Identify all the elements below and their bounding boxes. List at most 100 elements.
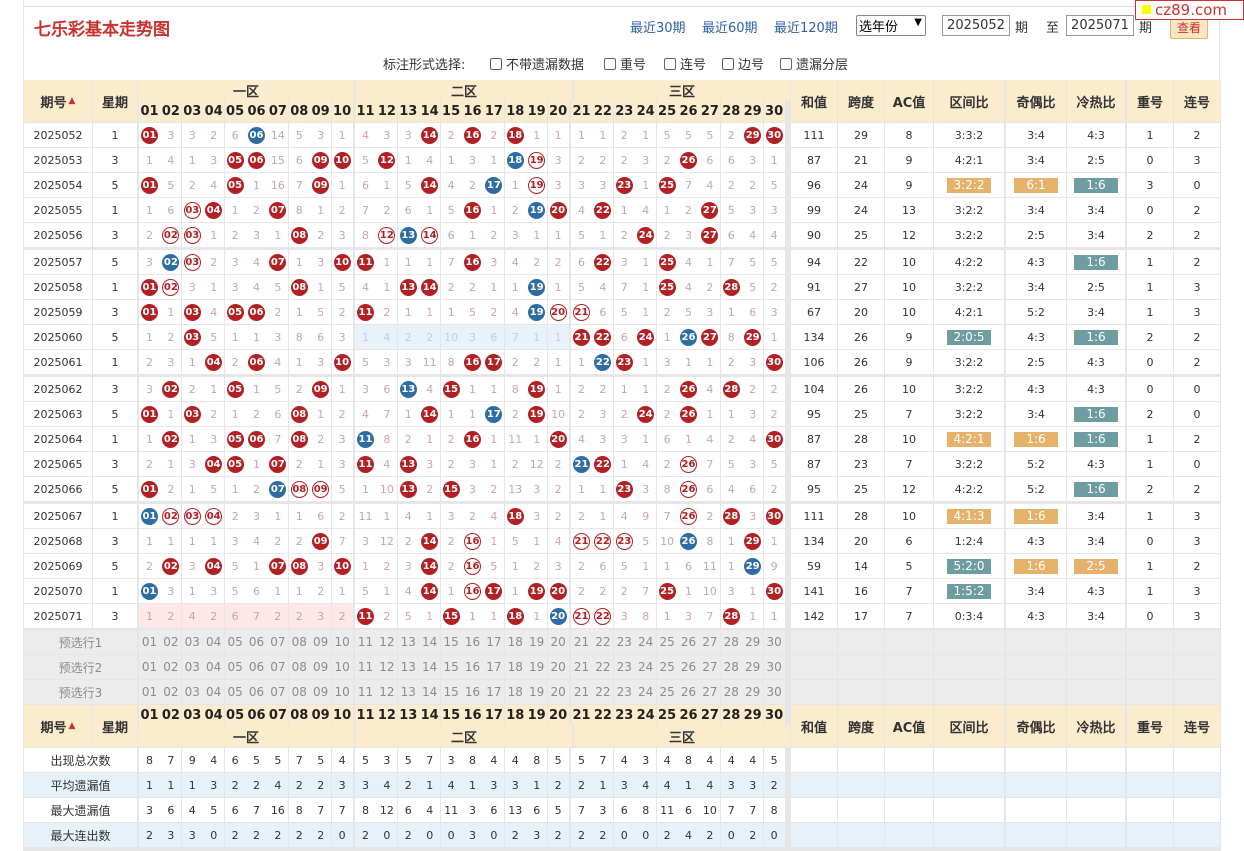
preselect-number-29[interactable]: 29 <box>742 655 764 679</box>
preselect-number-25[interactable]: 25 <box>656 655 678 679</box>
preselect-number-21[interactable]: 21 <box>571 680 592 704</box>
preselect-number-17[interactable]: 17 <box>483 655 505 679</box>
preselect-number-20[interactable]: 20 <box>547 680 569 704</box>
preselect-number-19[interactable]: 19 <box>526 630 548 654</box>
preselect-number-26[interactable]: 26 <box>678 655 699 679</box>
preselect-number-10[interactable]: 10 <box>331 630 353 654</box>
preselect-number-18[interactable]: 18 <box>504 630 526 654</box>
checkbox-icon[interactable] <box>780 57 792 70</box>
preselect-number-09[interactable]: 09 <box>310 630 332 654</box>
preselect-number-27[interactable]: 27 <box>699 655 721 679</box>
preselect-number-02[interactable]: 02 <box>160 630 182 654</box>
preselect-number-15[interactable]: 15 <box>440 655 462 679</box>
preselect-number-16[interactable]: 16 <box>462 630 483 654</box>
period-header[interactable]: 期号 ▲ <box>24 80 92 122</box>
preselect-number-26[interactable]: 26 <box>678 630 699 654</box>
preselect-number-17[interactable]: 17 <box>483 680 505 704</box>
preselect-number-09[interactable]: 09 <box>310 680 332 704</box>
checkbox-icon[interactable] <box>664 57 676 70</box>
checkbox-icon[interactable] <box>722 57 734 70</box>
preselect-number-14[interactable]: 14 <box>419 655 441 679</box>
preselect-number-04[interactable]: 04 <box>203 655 225 679</box>
preselect-number-01[interactable]: 01 <box>139 680 160 704</box>
preselect-number-25[interactable]: 25 <box>656 630 678 654</box>
preselect-number-21[interactable]: 21 <box>571 630 592 654</box>
checkbox-icon[interactable] <box>490 57 502 70</box>
preselect-number-22[interactable]: 22 <box>592 680 614 704</box>
preselect-number-11[interactable]: 11 <box>355 630 376 654</box>
preselect-number-06[interactable]: 06 <box>246 630 267 654</box>
preselect-number-27[interactable]: 27 <box>699 680 721 704</box>
preselect-number-03[interactable]: 03 <box>181 655 203 679</box>
preselect-number-08[interactable]: 08 <box>288 680 310 704</box>
preselect-number-15[interactable]: 15 <box>440 680 462 704</box>
preselect-number-12[interactable]: 12 <box>376 630 398 654</box>
preselect-number-12[interactable]: 12 <box>376 655 398 679</box>
preselect-number-05[interactable]: 05 <box>224 655 246 679</box>
preselect-number-26[interactable]: 26 <box>678 680 699 704</box>
preselect-number-09[interactable]: 09 <box>310 655 332 679</box>
preselect-number-02[interactable]: 02 <box>160 655 182 679</box>
preselect-number-08[interactable]: 08 <box>288 655 310 679</box>
preselect-number-19[interactable]: 19 <box>526 680 548 704</box>
preselect-number-07[interactable]: 07 <box>267 680 289 704</box>
preselect-number-12[interactable]: 12 <box>376 680 398 704</box>
preselect-number-13[interactable]: 13 <box>397 655 419 679</box>
watermark[interactable]: cz89.com <box>1135 0 1244 20</box>
year-select[interactable]: 选年份 ▼ <box>856 15 926 36</box>
preselect-number-08[interactable]: 08 <box>288 630 310 654</box>
preselect-number-14[interactable]: 14 <box>419 680 441 704</box>
preselect-number-06[interactable]: 06 <box>246 655 267 679</box>
preselect-number-29[interactable]: 29 <box>742 680 764 704</box>
preselect-number-18[interactable]: 18 <box>504 680 526 704</box>
preselect-number-01[interactable]: 01 <box>139 630 160 654</box>
preselect-number-29[interactable]: 29 <box>742 630 764 654</box>
preselect-number-10[interactable]: 10 <box>331 680 353 704</box>
preselect-number-07[interactable]: 07 <box>267 655 289 679</box>
preselect-number-03[interactable]: 03 <box>181 680 203 704</box>
preselect-number-13[interactable]: 13 <box>397 630 419 654</box>
preselect-number-04[interactable]: 04 <box>203 630 225 654</box>
preselect-number-11[interactable]: 11 <box>355 655 376 679</box>
preselect-label[interactable]: 预选行3 <box>24 680 137 704</box>
preselect-number-25[interactable]: 25 <box>656 680 678 704</box>
preselect-number-24[interactable]: 24 <box>635 655 657 679</box>
preselect-number-21[interactable]: 21 <box>571 655 592 679</box>
preselect-number-30[interactable]: 30 <box>763 680 785 704</box>
option-consecutive[interactable]: 连号 <box>664 54 706 73</box>
preselect-number-03[interactable]: 03 <box>181 630 203 654</box>
period-from-input[interactable]: 2025052 <box>942 15 1010 36</box>
preselect-number-23[interactable]: 23 <box>613 655 635 679</box>
preselect-number-05[interactable]: 05 <box>224 630 246 654</box>
sort-icon[interactable]: ▲ <box>68 721 76 731</box>
last-120-link[interactable]: 最近120期 <box>774 21 838 36</box>
preselect-number-07[interactable]: 07 <box>267 630 289 654</box>
preselect-number-14[interactable]: 14 <box>419 630 441 654</box>
period-to-input[interactable]: 2025071 <box>1066 15 1134 36</box>
preselect-number-01[interactable]: 01 <box>139 655 160 679</box>
preselect-number-23[interactable]: 23 <box>613 630 635 654</box>
preselect-number-06[interactable]: 06 <box>246 680 267 704</box>
query-button[interactable]: 查看 <box>1170 18 1208 39</box>
last-30-link[interactable]: 最近30期 <box>630 21 686 36</box>
option-edge[interactable]: 边号 <box>722 54 764 73</box>
preselect-number-24[interactable]: 24 <box>635 630 657 654</box>
preselect-number-27[interactable]: 27 <box>699 630 721 654</box>
preselect-number-30[interactable]: 30 <box>763 630 785 654</box>
preselect-number-28[interactable]: 28 <box>720 655 742 679</box>
preselect-number-24[interactable]: 24 <box>635 680 657 704</box>
preselect-number-28[interactable]: 28 <box>720 630 742 654</box>
period-header-bottom[interactable]: 期号 ▲ <box>24 705 92 747</box>
preselect-number-30[interactable]: 30 <box>763 655 785 679</box>
option-layer[interactable]: 遗漏分层 <box>780 54 848 73</box>
preselect-number-22[interactable]: 22 <box>592 630 614 654</box>
checkbox-icon[interactable] <box>604 57 616 70</box>
preselect-number-28[interactable]: 28 <box>720 680 742 704</box>
preselect-number-13[interactable]: 13 <box>397 680 419 704</box>
option-no-missing[interactable]: 不带遗漏数据 <box>490 54 584 73</box>
preselect-number-20[interactable]: 20 <box>547 630 569 654</box>
preselect-number-02[interactable]: 02 <box>160 680 182 704</box>
preselect-number-19[interactable]: 19 <box>526 655 548 679</box>
preselect-label[interactable]: 预选行2 <box>24 655 137 679</box>
preselect-number-20[interactable]: 20 <box>547 655 569 679</box>
